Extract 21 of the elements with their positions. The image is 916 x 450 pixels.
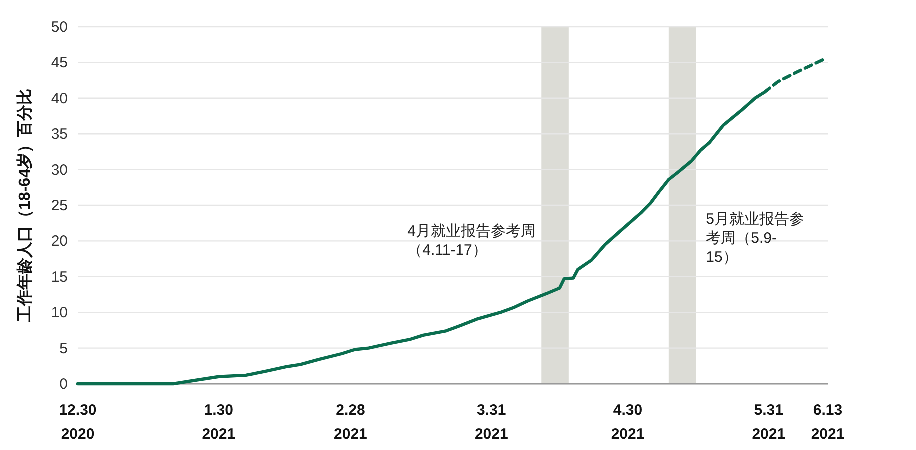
- x-tick-label: 6.13 2021: [811, 402, 845, 443]
- x-tick-label: 4.30 2021: [611, 402, 645, 443]
- band-label: 4月就业报告参考周（4.11-17）: [408, 222, 537, 260]
- x-tick-label: 12.30 2020: [59, 402, 97, 443]
- y-tick-label: 30: [51, 162, 68, 179]
- y-tick-label: 0: [60, 376, 68, 393]
- y-tick-label: 15: [51, 268, 68, 286]
- y-tick-label: 40: [51, 90, 68, 108]
- y-tick-label: 35: [51, 126, 68, 144]
- x-tick-label: 3.31 2021: [474, 402, 508, 443]
- y-tick-label: 25: [51, 198, 68, 214]
- band-label: 5月就业报告参考周（5.9-15）: [706, 210, 806, 267]
- x-tick-label: 2.28 2021: [334, 402, 368, 443]
- y-tick-label: 10: [51, 304, 68, 322]
- y-tick-label: 45: [51, 54, 68, 72]
- x-tick-label: 1.30 2021: [202, 402, 236, 443]
- y-tick-label: 50: [51, 19, 68, 36]
- y-tick-label: 5: [60, 340, 68, 358]
- y-tick-label: 20: [51, 233, 68, 250]
- y-axis-title: 工作年龄人口（18-64岁）百分比: [16, 89, 34, 323]
- x-tick-label: 5.31 2021: [752, 402, 786, 443]
